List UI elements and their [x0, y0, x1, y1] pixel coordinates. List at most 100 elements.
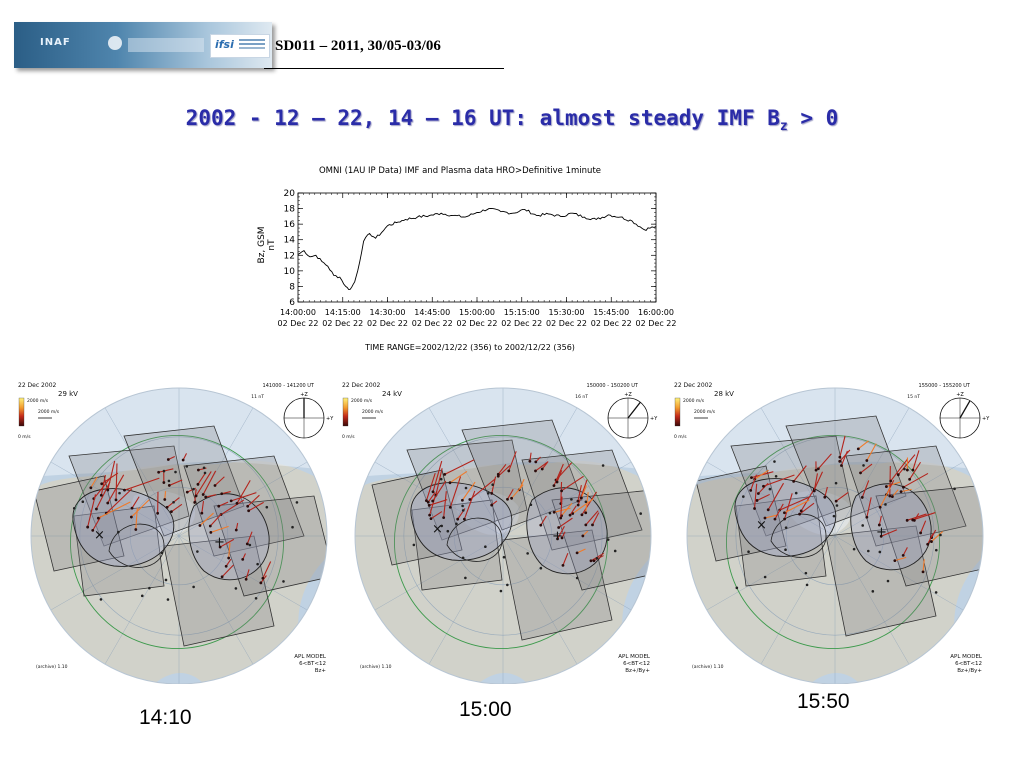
vector-origin-dot [91, 528, 95, 532]
velocity-vector [909, 461, 921, 480]
y-axis-label: Bz, GSM [257, 226, 267, 263]
data-point [486, 491, 490, 495]
vector-origin-dot [429, 517, 433, 521]
colorbar-min-label: 0 m/s [18, 434, 31, 440]
vector-origin-dot [229, 499, 233, 503]
vector-origin-dot [448, 505, 452, 509]
data-point [164, 578, 168, 582]
velocity-vector [813, 473, 818, 492]
vector-origin-dot [227, 556, 231, 560]
velocity-vector [435, 468, 443, 496]
imf-clock-y-label: +Y [326, 416, 334, 422]
data-point [742, 495, 745, 498]
data-point [862, 464, 865, 467]
velocity-vector [817, 453, 832, 470]
vector-origin-dot [442, 516, 446, 520]
velocity-vector [449, 470, 468, 484]
data-point [526, 552, 529, 555]
longitude-line [760, 535, 836, 665]
data-point [903, 467, 906, 471]
vector-origin-dot [431, 490, 435, 494]
velocity-vector [576, 548, 586, 554]
vector-origin-dot [555, 480, 559, 484]
velocity-vector [592, 512, 600, 526]
data-point [805, 583, 809, 587]
radar-field-of-view [163, 535, 275, 647]
velocity-vector [879, 487, 891, 508]
velocity-vector [221, 564, 234, 578]
velocity-vector [894, 556, 907, 562]
data-point [852, 547, 856, 551]
vector-origin-dot [208, 524, 212, 528]
vector-origin-dot [905, 468, 909, 472]
vector-origin-dot [185, 490, 189, 494]
data-point [461, 509, 465, 512]
cross-polar-potential: 29 kV [58, 390, 78, 398]
data-point [595, 556, 599, 560]
data-point [871, 590, 875, 593]
vector-origin-dot [167, 484, 171, 487]
map-rim [30, 387, 328, 684]
vector-origin-dot [234, 528, 238, 532]
vector-origin-dot [96, 516, 100, 520]
longitude-line [502, 461, 632, 537]
data-point [203, 471, 207, 475]
potential-max-marker: + [876, 525, 887, 540]
velocity-vector [756, 493, 770, 501]
longitude-line [374, 461, 504, 537]
velocity-vector [236, 480, 251, 504]
vector-origin-dot [584, 523, 588, 527]
data-point [953, 487, 956, 491]
velocity-vector [902, 547, 908, 556]
vector-origin-dot [568, 513, 572, 517]
vector-origin-dot [99, 493, 103, 497]
longitude-line [50, 535, 180, 611]
vector-origin-dot [510, 496, 513, 500]
vector-origin-dot [896, 473, 900, 477]
inner-contour [446, 517, 503, 562]
vector-origin-dot [584, 511, 588, 515]
time-label-1550: 15:50 [797, 690, 850, 713]
velocity-vector [861, 480, 870, 498]
y-axis-unit: nT [267, 239, 277, 251]
vector-origin-dot [224, 564, 228, 568]
data-point [117, 530, 120, 534]
longitude-line [104, 407, 180, 537]
data-point [254, 596, 258, 600]
vector-origin-dot [217, 504, 221, 508]
velocity-vector [169, 479, 183, 486]
vector-origin-dot [591, 523, 594, 527]
velocity-vector [779, 496, 810, 511]
velocity-vector [95, 481, 111, 510]
bz-timeseries-chart: OMNI (1AU IP Data) IMF and Plasma data H… [257, 166, 676, 352]
data-point [99, 598, 103, 601]
velocity-vector [247, 494, 260, 507]
data-point [613, 549, 617, 553]
data-point [118, 491, 121, 495]
vector-origin-dot [534, 469, 537, 473]
vector-origin-dot [911, 468, 915, 472]
title-tail: > 0 [787, 106, 839, 130]
vector-origin-dot [783, 511, 786, 515]
vector-origin-dot [162, 481, 166, 484]
data-point [835, 504, 839, 507]
x-tick-time-label: 14:15:00 [325, 308, 361, 317]
vector-origin-dot [860, 496, 864, 499]
ice-region [131, 491, 196, 535]
velocity-vector [511, 484, 524, 499]
data-point [884, 503, 887, 506]
velocity-vector [87, 494, 97, 528]
x-tick-time-label: 15:00:00 [459, 308, 495, 317]
longitude-line [178, 407, 254, 537]
velocity-vector [100, 474, 106, 496]
vector-origin-dot [902, 485, 905, 489]
velocity-vector [784, 499, 810, 514]
potential-min-marker: × [756, 518, 767, 533]
velocity-vector [931, 529, 937, 538]
vector-origin-dot [814, 468, 818, 472]
dawn-convection-cell [526, 487, 608, 575]
data-point [784, 526, 788, 529]
colorbar-max-label: 2000 m/s [683, 398, 705, 404]
model-imf-condition: Bz+ [315, 668, 327, 674]
slide-title: 2002 - 12 – 22, 14 – 16 UT: almost stead… [0, 106, 1024, 134]
